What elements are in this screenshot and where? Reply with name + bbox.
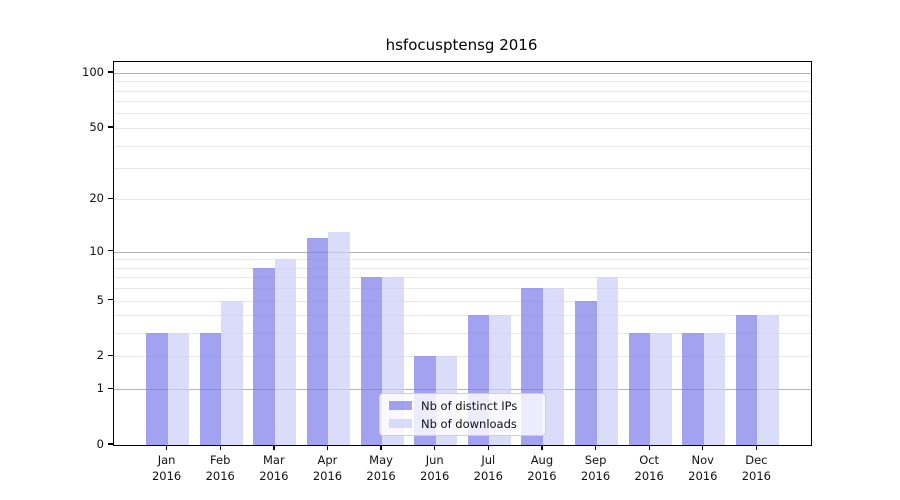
x-tick-label: Feb 2016 <box>205 453 235 483</box>
y-gridline-minor <box>114 288 811 290</box>
bar-downloads <box>274 259 297 445</box>
y-gridline-minor <box>114 315 811 317</box>
y-tick-label: 100 <box>82 64 104 79</box>
x-tick-mark <box>273 445 275 450</box>
legend-item-downloads: Nb of downloads <box>380 417 545 431</box>
y-gridline-major <box>114 72 811 74</box>
y-tick-label: 5 <box>96 292 104 307</box>
bar-distinct-ips <box>628 333 651 445</box>
x-tick-mark <box>380 445 382 450</box>
y-gridline-major <box>114 251 811 253</box>
y-tick-mark <box>108 387 113 389</box>
y-tick-label: 50 <box>89 119 104 134</box>
plot-area <box>113 61 812 446</box>
x-tick-mark <box>487 445 489 450</box>
x-tick-label: Nov 2016 <box>688 453 718 483</box>
y-gridline-minor <box>114 199 811 201</box>
bar-distinct-ips <box>682 333 704 445</box>
bar-downloads <box>650 333 672 445</box>
x-tick-mark <box>702 445 704 450</box>
y-gridline-minor <box>114 277 811 279</box>
x-tick-label: Mar 2016 <box>259 453 289 483</box>
bar-downloads <box>703 333 726 445</box>
legend-swatch-distinct-ips <box>389 401 412 410</box>
y-tick-mark <box>108 250 113 252</box>
bar-distinct-ips <box>253 267 275 445</box>
legend-swatch-downloads <box>389 419 412 428</box>
y-tick-mark <box>108 354 113 357</box>
bar-distinct-ips <box>735 315 758 445</box>
bar-distinct-ips <box>575 300 597 445</box>
x-tick-mark <box>326 445 329 450</box>
y-gridline-minor <box>114 259 811 261</box>
y-tick-mark <box>108 71 113 73</box>
x-tick-mark <box>648 445 650 450</box>
legend: Nb of distinct IPs Nb of downloads <box>379 393 546 436</box>
y-gridline-minor <box>114 127 811 129</box>
x-tick-label: Apr 2016 <box>312 453 343 483</box>
x-tick-label: Aug 2016 <box>527 453 557 483</box>
bar-distinct-ips <box>199 333 222 445</box>
x-tick-mark <box>166 445 168 450</box>
y-tick-label: 0 <box>96 437 104 451</box>
x-tick-label: Jun 2016 <box>420 453 450 483</box>
y-gridline-minor <box>114 101 811 103</box>
y-tick-label: 10 <box>89 243 104 258</box>
y-tick-mark <box>108 298 113 301</box>
x-tick-label: Jan 2016 <box>151 453 182 483</box>
y-gridline-minor <box>114 333 811 335</box>
y-tick-mark <box>108 197 113 200</box>
x-tick-label: Jul 2016 <box>473 453 503 483</box>
x-tick-mark <box>219 445 221 450</box>
y-gridline-minor <box>114 81 811 83</box>
y-gridline-minor <box>114 113 811 115</box>
y-gridline-minor <box>114 267 811 269</box>
y-tick-label: 20 <box>89 191 104 206</box>
bar-downloads <box>757 315 779 445</box>
x-tick-label: Sep 2016 <box>580 453 611 483</box>
bar-distinct-ips <box>360 277 383 445</box>
y-tick-label: 1 <box>96 381 104 396</box>
bar-downloads <box>221 300 243 445</box>
y-gridline-minor <box>114 90 811 92</box>
legend-item-distinct-ips: Nb of distinct IPs <box>380 399 545 413</box>
y-gridline-minor <box>114 356 811 358</box>
bar-downloads <box>167 333 190 445</box>
bar-distinct-ips <box>146 333 168 445</box>
y-gridline-minor <box>114 145 811 147</box>
x-tick-label: Oct 2016 <box>634 453 664 483</box>
y-gridline-major <box>114 389 811 391</box>
x-tick-mark <box>755 445 758 450</box>
chart-title: hsfocusptensg 2016 <box>385 36 538 54</box>
x-tick-label: May 2016 <box>366 453 396 483</box>
legend-label: Nb of downloads <box>421 416 517 431</box>
y-tick-mark <box>108 126 113 128</box>
y-tick-label: 2 <box>96 348 104 363</box>
y-tick-mark <box>108 443 113 445</box>
bar-downloads <box>328 232 350 445</box>
x-tick-mark <box>541 445 543 450</box>
bar-distinct-ips <box>307 238 329 445</box>
bar-downloads <box>596 277 618 445</box>
y-gridline-minor <box>114 168 811 170</box>
x-tick-label: Dec 2016 <box>741 453 772 483</box>
x-tick-mark <box>594 445 597 450</box>
bar-downloads <box>542 288 565 445</box>
legend-label: Nb of distinct IPs <box>421 398 518 413</box>
y-gridline-minor <box>114 300 811 302</box>
x-tick-mark <box>434 445 436 450</box>
